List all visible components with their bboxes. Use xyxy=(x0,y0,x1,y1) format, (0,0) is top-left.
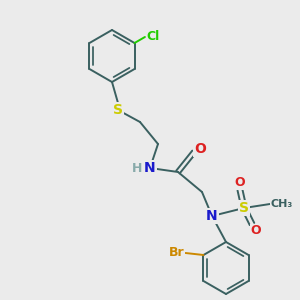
Text: S: S xyxy=(113,103,123,117)
Text: O: O xyxy=(235,176,245,190)
Text: O: O xyxy=(251,224,261,238)
Text: N: N xyxy=(206,209,218,223)
Text: S: S xyxy=(239,201,249,215)
Text: Br: Br xyxy=(169,247,184,260)
Text: N: N xyxy=(144,161,156,175)
Text: Cl: Cl xyxy=(146,31,160,44)
Text: O: O xyxy=(194,142,206,156)
Text: CH₃: CH₃ xyxy=(271,199,293,209)
Text: H: H xyxy=(132,161,142,175)
